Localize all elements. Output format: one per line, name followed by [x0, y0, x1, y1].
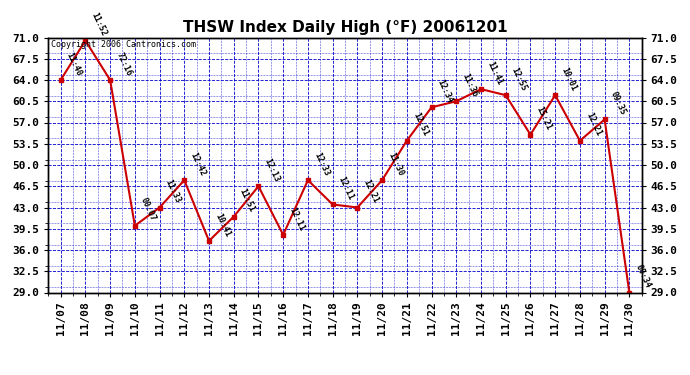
Text: 00:07: 00:07: [139, 196, 158, 223]
Text: 15:21: 15:21: [535, 105, 553, 132]
Text: 10:01: 10:01: [560, 66, 578, 92]
Text: 11:51: 11:51: [238, 188, 257, 214]
Text: Copyright 2006 Cantronics.com: Copyright 2006 Cantronics.com: [51, 40, 196, 49]
Text: 12:55: 12:55: [510, 66, 529, 92]
Text: 11:36: 11:36: [460, 72, 479, 99]
Text: 11:52: 11:52: [90, 11, 108, 38]
Text: 12:34: 12:34: [435, 78, 455, 105]
Text: 11:41: 11:41: [485, 60, 504, 86]
Text: 12:11: 12:11: [337, 175, 355, 202]
Text: 09:35: 09:35: [609, 90, 627, 117]
Text: 12:33: 12:33: [312, 151, 331, 177]
Title: THSW Index Daily High (°F) 20061201: THSW Index Daily High (°F) 20061201: [183, 20, 507, 35]
Text: 10:41: 10:41: [213, 211, 232, 238]
Text: 11:30: 11:30: [386, 151, 405, 177]
Text: 72:16: 72:16: [115, 51, 133, 77]
Text: 12:42: 12:42: [188, 151, 207, 177]
Text: 12:21: 12:21: [584, 111, 603, 138]
Text: 12:51: 12:51: [411, 111, 430, 138]
Text: 00:34: 00:34: [633, 263, 652, 290]
Text: 12:11: 12:11: [287, 206, 306, 232]
Text: 12:13: 12:13: [263, 157, 282, 183]
Text: 11:40: 11:40: [65, 51, 83, 77]
Text: 11:33: 11:33: [164, 178, 182, 205]
Text: 12:21: 12:21: [362, 178, 380, 205]
